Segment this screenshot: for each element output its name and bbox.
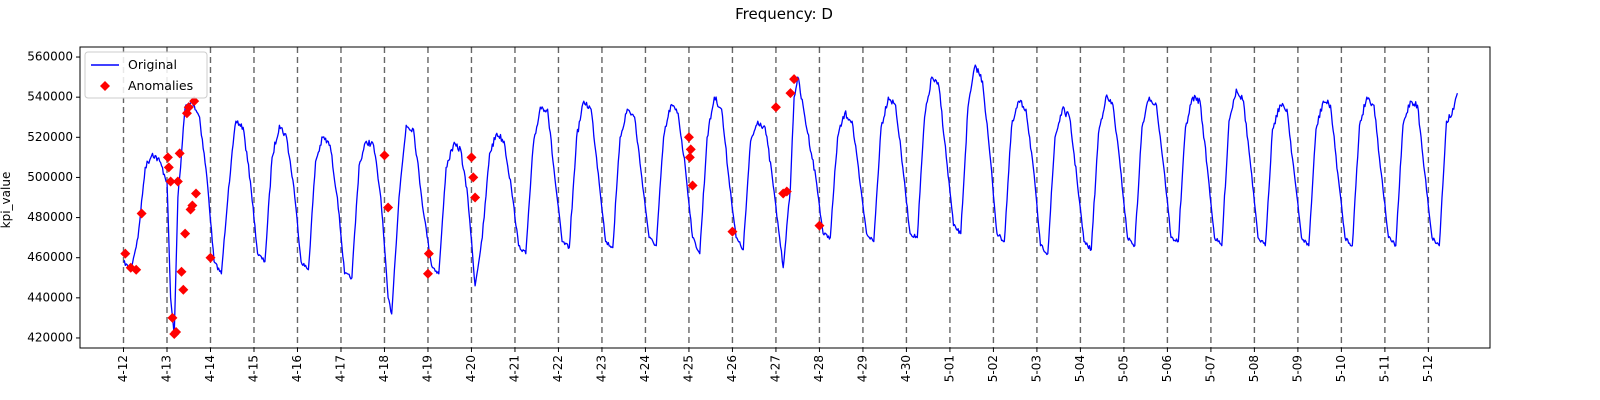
y-tick-label: 500000 — [27, 170, 73, 184]
anomaly-point — [687, 180, 698, 191]
chart-title: Frequency: D — [735, 5, 833, 23]
y-tick-label: 520000 — [27, 130, 73, 144]
anomaly-point — [727, 226, 738, 237]
anomaly-point — [174, 148, 185, 159]
anomaly-point — [685, 144, 696, 155]
series-layer — [123, 64, 1459, 337]
x-tick-label: 5-03 — [1029, 355, 1043, 382]
anomaly-point — [120, 248, 131, 259]
x-tick-label: 5-08 — [1247, 355, 1261, 382]
legend-box — [84, 51, 208, 99]
y-axis: 420000 440000 460000 480000 500000 520000 5400… — [27, 50, 80, 344]
anomaly-point — [131, 264, 142, 275]
legend-original-label: Original — [128, 57, 177, 72]
anomaly-point — [770, 102, 781, 113]
x-tick-label: 4-18 — [377, 355, 391, 382]
legend-anomalies-swatch — [100, 81, 110, 91]
x-tick-label: 5-12 — [1421, 355, 1435, 382]
x-tick-label: 4-25 — [681, 355, 695, 382]
x-tick-label: 4-16 — [290, 355, 304, 382]
anomaly-point — [781, 186, 792, 197]
x-tick-label: 5-06 — [1160, 355, 1174, 382]
anomaly-point — [178, 284, 189, 295]
x-tick-label: 4-30 — [899, 355, 913, 382]
x-tick-label: 5-09 — [1290, 355, 1304, 382]
x-tick-label: 4-12 — [116, 355, 130, 382]
x-tick-label: 5-02 — [986, 355, 1000, 382]
x-tick-label: 4-20 — [464, 355, 478, 382]
anomaly-point — [379, 150, 390, 161]
anomaly-point — [187, 200, 198, 211]
anomaly-point — [423, 248, 434, 259]
plot-frame — [79, 46, 1491, 349]
x-tick-label: 5-05 — [1116, 355, 1130, 382]
anomaly-point — [190, 188, 201, 199]
anomaly-point — [789, 74, 800, 85]
anomaly-point — [422, 268, 433, 279]
anomaly-point — [180, 228, 191, 239]
series-original-line — [123, 64, 1459, 337]
x-tick-label: 4-21 — [507, 355, 521, 382]
x-tick-label: 4-23 — [594, 355, 608, 382]
x-tick-label: 4-27 — [768, 355, 782, 382]
day-divider-lines — [122, 47, 1430, 348]
x-tick-label: 4-22 — [551, 355, 565, 382]
x-tick-label: 5-10 — [1334, 355, 1348, 382]
anomaly-point — [205, 252, 216, 263]
anomaly-point — [162, 152, 173, 163]
x-tick-label: 5-01 — [942, 355, 956, 382]
y-tick-label: 540000 — [27, 90, 73, 104]
anomaly-point — [171, 326, 182, 337]
x-tick-label: 5-07 — [1203, 355, 1217, 382]
x-tick-label: 4-13 — [159, 355, 173, 382]
anomaly-point — [468, 172, 479, 183]
anomaly-point — [136, 208, 147, 219]
anomaly-point — [189, 96, 200, 107]
x-tick-label: 4-29 — [855, 355, 869, 382]
anomaly-point — [684, 152, 695, 163]
x-axis: 4-12 4-13 4-14 4-15 4-16 4-17 4-18 4-19 4-20 4-21… — [116, 348, 1435, 382]
x-tick-label: 5-11 — [1377, 355, 1391, 382]
anomaly-point — [167, 312, 178, 323]
x-tick-label: 4-28 — [812, 355, 826, 382]
y-axis-label: kpi_value — [0, 172, 13, 229]
y-tick-label: 420000 — [27, 330, 73, 344]
x-tick-label: 4-14 — [203, 355, 217, 382]
anomaly-point — [183, 102, 194, 113]
anomaly-point — [163, 162, 174, 173]
anomaly-point — [683, 132, 694, 143]
anomaly-point — [165, 176, 176, 187]
x-tick-label: 5-04 — [1073, 355, 1087, 382]
y-tick-label: 440000 — [27, 290, 73, 304]
anomaly-point — [383, 202, 394, 213]
anomaly-point — [176, 266, 187, 277]
x-tick-label: 4-26 — [725, 355, 739, 382]
anomaly-markers — [120, 74, 825, 339]
legend-anomalies-label: Anomalies — [128, 78, 193, 93]
anomaly-point — [466, 152, 477, 163]
anomaly-point — [785, 88, 796, 99]
anomaly-point — [814, 220, 825, 231]
x-tick-label: 4-15 — [246, 355, 260, 382]
anomaly-point — [470, 192, 481, 203]
x-tick-label: 4-19 — [420, 355, 434, 382]
anomaly-point — [172, 176, 183, 187]
x-tick-label: 4-24 — [638, 355, 652, 382]
x-tick-label: 4-17 — [333, 355, 347, 382]
y-tick-label: 560000 — [27, 50, 73, 64]
legend: Original Anomalies — [84, 51, 208, 99]
y-tick-label: 480000 — [27, 210, 73, 224]
y-tick-label: 460000 — [27, 250, 73, 264]
